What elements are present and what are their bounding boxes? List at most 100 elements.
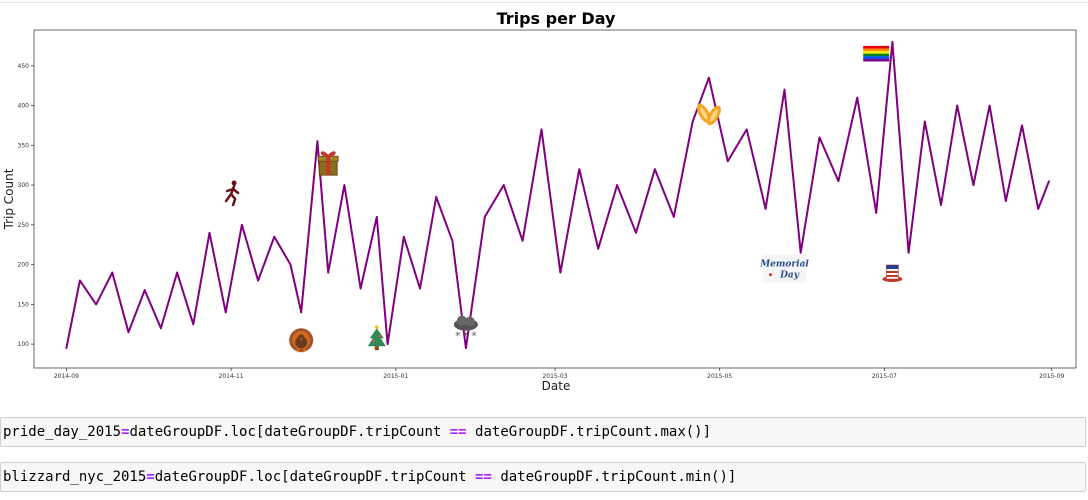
data-point [940, 204, 942, 206]
data-point [1048, 180, 1050, 183]
data-point [465, 347, 467, 350]
code-text: pride_day_2015 [3, 424, 122, 440]
y-tick-label: 100 [18, 341, 30, 348]
data-point [1021, 124, 1023, 127]
data-point [375, 215, 378, 218]
x-axis-label: Date [542, 379, 571, 393]
x-tick-label: 2015-03 [542, 373, 567, 380]
uncle-sam-hat-icon [882, 264, 903, 282]
marathon-icon [224, 180, 240, 207]
code-text: dateGroupDF.loc[dateGroupDF.tripCount [154, 469, 476, 485]
data-point [923, 120, 926, 123]
series-line [65, 40, 1050, 350]
data-point [653, 168, 656, 171]
memorial-day-text: Day [779, 271, 800, 281]
christmas-tree-icon [367, 325, 386, 351]
code-operator: = [121, 424, 130, 440]
data-point [837, 180, 840, 183]
y-tick-label: 400 [18, 103, 30, 110]
data-point [891, 41, 894, 43]
data-point [616, 184, 618, 186]
y-axis: 100 150 200 250 300 350 400 450 [18, 63, 34, 348]
code-cell-pride-day[interactable]: pride_day_2015=dateGroupDF.loc[dateGroup… [0, 417, 1086, 447]
y-tick-label: 250 [18, 222, 30, 229]
data-point [300, 311, 303, 314]
y-axis-label: Trip Count [2, 168, 16, 230]
data-point [208, 231, 211, 234]
data-point [540, 128, 543, 131]
memorial-day-text: Memorial [759, 260, 809, 270]
data-point [316, 140, 319, 143]
data-point [192, 323, 195, 326]
data-point [240, 223, 243, 226]
svg-text:✳ ✳ ✳: ✳ ✳ ✳ [455, 331, 477, 339]
data-point [273, 235, 276, 238]
x-tick-label: 2015-09 [1039, 373, 1064, 380]
trips-per-day-chart: Trips per Day 100 150 200 250 300 350 400 450 2… [2, 9, 1077, 393]
data-point [707, 76, 710, 79]
data-point [745, 128, 748, 131]
x-tick-label: 2015-07 [872, 373, 897, 380]
data-point [856, 96, 859, 99]
data-point [956, 104, 959, 107]
data-point [402, 235, 405, 238]
data-point [559, 271, 562, 274]
series-group [65, 40, 1050, 350]
data-point [111, 271, 114, 274]
chart-title: Trips per Day [497, 9, 616, 28]
data-point [95, 303, 97, 306]
data-point [343, 184, 346, 186]
data-point [451, 239, 454, 242]
code-text: dateGroupDF.tripCount.min()] [491, 469, 737, 485]
data-point [419, 287, 421, 290]
christmas-gift-icon [317, 151, 339, 176]
data-point [386, 343, 389, 346]
data-point [1037, 208, 1040, 210]
data-point [327, 271, 330, 274]
x-tick-label: 2014-09 [54, 373, 79, 380]
data-point [672, 215, 675, 218]
data-point [783, 88, 786, 91]
data-point [988, 104, 991, 107]
data-point [78, 279, 81, 282]
data-point [726, 160, 729, 163]
code-text: dateGroupDF.loc[dateGroupDF.tripCount [129, 424, 450, 440]
data-point [159, 327, 162, 330]
data-point [521, 239, 524, 242]
thanksgiving-turkey-icon [289, 328, 314, 353]
y-tick-label: 300 [18, 182, 30, 189]
data-point [257, 279, 259, 282]
easter-bunny-ears-icon [696, 103, 721, 126]
code-operator: == [449, 424, 467, 440]
x-tick-label: 2015-05 [707, 373, 732, 380]
data-point [176, 271, 178, 274]
data-point [1004, 200, 1007, 202]
data-point [597, 247, 600, 250]
data-point [289, 263, 292, 266]
top-divider [0, 2, 1088, 3]
data-point [691, 120, 694, 123]
data-point [875, 212, 878, 214]
code-operator: = [146, 469, 155, 485]
data-point [435, 196, 438, 198]
pride-rainbow-flag-icon [863, 45, 890, 62]
x-tick-label: 2015-01 [383, 373, 408, 380]
data-point [907, 251, 910, 254]
code-operator: == [475, 469, 492, 485]
blizzard-snow-icon: ✳ ✳ ✳ [453, 315, 478, 339]
y-tick-label: 150 [18, 301, 30, 308]
code-cell-blizzard[interactable]: blizzard_nyc_2015=dateGroupDF.loc[dateGr… [0, 462, 1086, 492]
y-tick-label: 450 [18, 63, 30, 70]
data-point [65, 347, 68, 350]
data-point [483, 215, 486, 218]
data-point [127, 331, 130, 334]
data-point [502, 184, 505, 186]
data-point [799, 251, 802, 254]
data-point [143, 289, 146, 291]
data-point [578, 168, 581, 171]
data-point [818, 136, 821, 139]
y-tick-label: 200 [18, 262, 30, 269]
data-point [972, 184, 975, 186]
x-tick-label: 2014-11 [219, 373, 244, 380]
